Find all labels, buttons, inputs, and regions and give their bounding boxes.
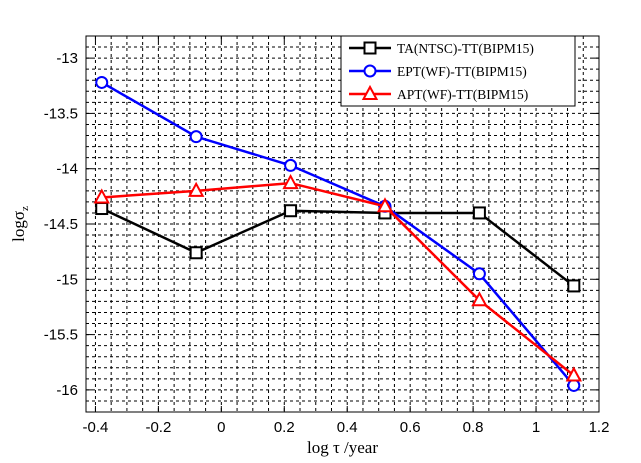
- x-tick-label: 1: [532, 419, 540, 436]
- data-point: [189, 246, 203, 260]
- series-1: [95, 202, 581, 293]
- legend-label: TA(NTSC)-TT(BIPM15): [397, 41, 534, 56]
- data-point: [376, 197, 394, 213]
- x-tick-label: 0: [217, 419, 225, 436]
- legend: TA(NTSC)-TT(BIPM15) EPT(WF)-TT(BIPM15) APT…: [340, 35, 576, 107]
- y-tick-label: -14.5: [44, 216, 78, 233]
- data-point: [471, 291, 488, 307]
- data-point: [472, 206, 486, 220]
- legend-entry: EPT(WF)-TT(BIPM15): [349, 64, 527, 79]
- series-line: [101, 81, 575, 387]
- legend-entry: APT(WF)-TT(BIPM15): [349, 84, 528, 102]
- axis-ticks: [86, 36, 600, 412]
- y-axis-label-main: logσ: [9, 211, 28, 242]
- data-point: [95, 202, 109, 216]
- x-tick-label: 0.4: [337, 419, 358, 436]
- data-point: [95, 75, 109, 89]
- legend-label: EPT(WF)-TT(BIPM15): [397, 64, 527, 79]
- x-tick-label: -0.4: [83, 419, 109, 436]
- data-point: [189, 130, 203, 144]
- data-point: [567, 378, 581, 392]
- y-axis-label: logσz: [9, 206, 31, 242]
- y-tick-label: -14: [56, 161, 78, 178]
- series-layer: [93, 75, 583, 392]
- data-point: [567, 279, 581, 293]
- x-tick-label: -0.2: [145, 419, 171, 436]
- x-tick-label: 0.8: [463, 419, 484, 436]
- legend-marker: [363, 41, 377, 55]
- data-point: [187, 181, 205, 197]
- legend-marker: [361, 84, 379, 100]
- legend-marker: [363, 64, 377, 78]
- x-tick-labels: -0.4 -0.2 0 0.2 0.4 0.6 0.8 1 1.2: [83, 419, 610, 436]
- x-tick-label: 0.2: [274, 419, 295, 436]
- data-point: [284, 158, 298, 172]
- x-tick-label: 0.6: [400, 419, 421, 436]
- data-point: [282, 173, 299, 190]
- series-3: [93, 173, 583, 382]
- x-axis-label: log τ /year: [307, 438, 378, 457]
- y-axis-label-subscript: z: [19, 206, 31, 211]
- series-line: [101, 181, 575, 377]
- y-tick-label: -15: [56, 271, 78, 288]
- x-tick-label: 1.2: [589, 419, 610, 436]
- data-point: [472, 267, 486, 281]
- legend-label: APT(WF)-TT(BIPM15): [397, 87, 528, 102]
- y-tick-label: -15.5: [44, 327, 78, 344]
- y-tick-label: -16: [56, 382, 78, 399]
- data-point: [284, 204, 298, 218]
- series-line: [101, 207, 575, 287]
- legend-entry: TA(NTSC)-TT(BIPM15): [349, 41, 534, 56]
- y-tick-label: -13: [56, 50, 78, 67]
- y-tick-label: -13.5: [44, 105, 78, 122]
- y-tick-labels: -16 -15.5 -15 -14.5 -14 -13.5 -13: [44, 50, 78, 399]
- data-point: [93, 188, 110, 204]
- data-point: [565, 366, 583, 382]
